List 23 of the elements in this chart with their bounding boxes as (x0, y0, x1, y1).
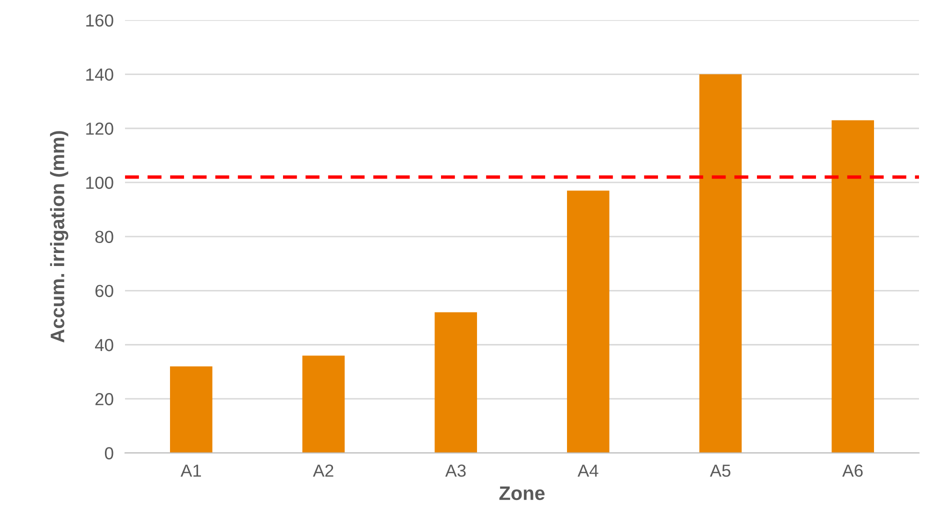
bar (567, 190, 610, 453)
y-tick-label: 40 (95, 338, 114, 352)
y-tick-label: 120 (86, 122, 114, 135)
y-tick-label: 160 (86, 14, 114, 27)
y-tick-label: 60 (95, 284, 114, 298)
y-tick-label: 0 (104, 447, 114, 460)
x-tick-label: A2 (312, 464, 334, 477)
bar (699, 74, 742, 453)
x-tick-label: A1 (180, 464, 201, 477)
y-axis-title: Accum. irrigation (mm) (50, 131, 68, 342)
bar (170, 366, 212, 453)
bar (832, 120, 874, 453)
y-tick-label: 80 (95, 230, 114, 244)
bar (302, 356, 345, 453)
y-tick-label: 140 (86, 68, 114, 81)
bar (434, 312, 478, 453)
x-tick-label: A6 (842, 464, 863, 477)
x-axis-title: Zone (499, 486, 545, 500)
x-tick-label: A5 (710, 464, 730, 477)
y-tick-label: 20 (95, 393, 114, 406)
x-tick-label: A4 (578, 464, 598, 477)
x-tick-label: A3 (445, 464, 466, 477)
y-tick-label: 100 (86, 176, 114, 189)
